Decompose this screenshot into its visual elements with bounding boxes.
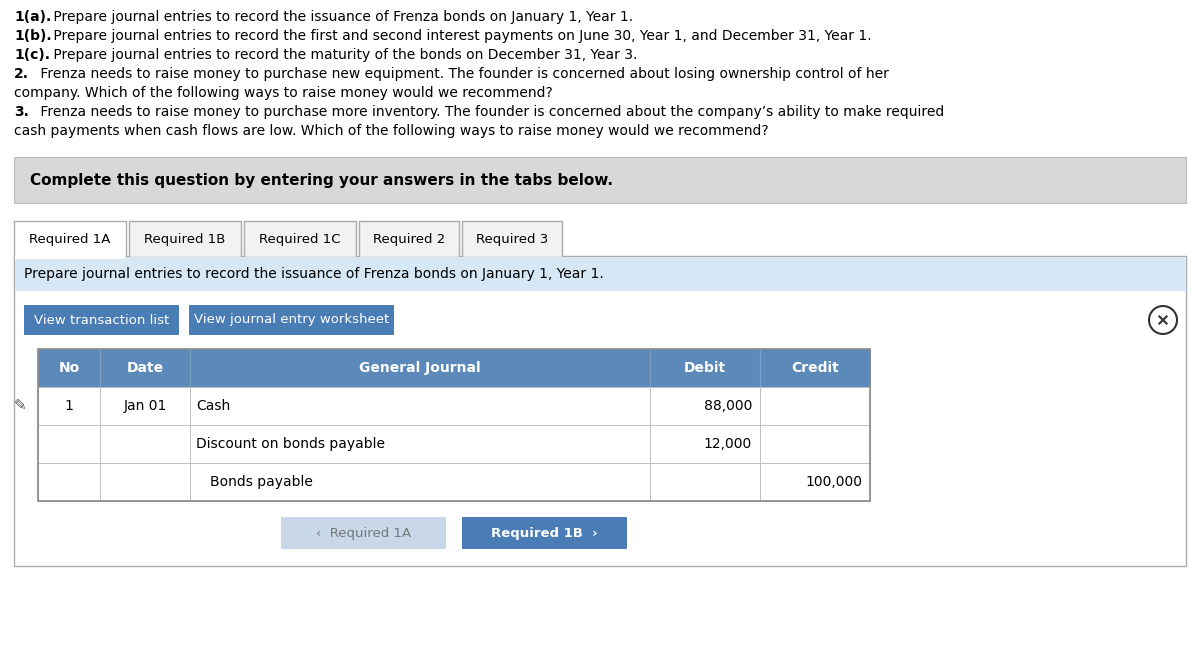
- Text: company. Which of the following ways to raise money would we recommend?: company. Which of the following ways to …: [14, 86, 553, 100]
- Text: ✎: ✎: [13, 399, 26, 413]
- Text: Frenza needs to raise money to purchase new equipment. The founder is concerned : Frenza needs to raise money to purchase …: [36, 67, 889, 81]
- Text: Required 1A: Required 1A: [29, 233, 110, 245]
- Text: Discount on bonds payable: Discount on bonds payable: [196, 437, 385, 451]
- Text: View journal entry worksheet: View journal entry worksheet: [194, 313, 389, 326]
- Bar: [760, 387, 870, 425]
- Bar: [14, 256, 125, 259]
- Bar: [190, 305, 394, 335]
- Text: 12,000: 12,000: [703, 437, 752, 451]
- Text: Required 3: Required 3: [476, 233, 548, 245]
- Bar: [38, 387, 100, 425]
- Bar: [462, 221, 562, 257]
- Text: cash payments when cash flows are low. Which of the following ways to raise mone: cash payments when cash flows are low. W…: [14, 124, 769, 138]
- Bar: [130, 221, 241, 257]
- Bar: [650, 425, 760, 463]
- Text: 1(a).: 1(a).: [14, 10, 52, 24]
- Bar: [281, 517, 446, 549]
- Text: Date: Date: [126, 361, 163, 375]
- Bar: [38, 463, 100, 501]
- Bar: [760, 463, 870, 501]
- Text: Bonds payable: Bonds payable: [210, 475, 313, 489]
- Bar: [650, 463, 760, 501]
- Bar: [760, 425, 870, 463]
- Text: Debit: Debit: [684, 361, 726, 375]
- Bar: [100, 387, 190, 425]
- Text: 3.: 3.: [14, 105, 29, 119]
- Text: Prepare journal entries to record the first and second interest payments on June: Prepare journal entries to record the fi…: [49, 29, 871, 43]
- Text: 1(b).: 1(b).: [14, 29, 52, 43]
- Bar: [14, 157, 1186, 203]
- Bar: [650, 387, 760, 425]
- Bar: [650, 349, 760, 387]
- Text: Cash: Cash: [196, 399, 230, 413]
- Text: General Journal: General Journal: [359, 361, 481, 375]
- Bar: [190, 387, 650, 425]
- Bar: [14, 221, 126, 257]
- Text: 1(c).: 1(c).: [14, 48, 50, 62]
- Bar: [38, 349, 870, 501]
- Bar: [190, 349, 650, 387]
- Bar: [14, 256, 1186, 566]
- Text: Credit: Credit: [791, 361, 839, 375]
- Text: Required 1C: Required 1C: [259, 233, 341, 245]
- Text: Complete this question by entering your answers in the tabs below.: Complete this question by entering your …: [30, 174, 613, 189]
- Text: Prepare journal entries to record the maturity of the bonds on December 31, Year: Prepare journal entries to record the ma…: [49, 48, 637, 62]
- Text: 2.: 2.: [14, 67, 29, 81]
- Circle shape: [1150, 306, 1177, 334]
- Bar: [100, 463, 190, 501]
- Bar: [244, 221, 356, 257]
- Text: 1: 1: [65, 399, 73, 413]
- Text: Required 1B  ›: Required 1B ›: [491, 526, 598, 539]
- Text: 100,000: 100,000: [805, 475, 862, 489]
- Bar: [190, 425, 650, 463]
- Text: Frenza needs to raise money to purchase more inventory. The founder is concerned: Frenza needs to raise money to purchase …: [36, 105, 944, 119]
- Bar: [190, 463, 650, 501]
- Text: No: No: [59, 361, 79, 375]
- Text: Required 2: Required 2: [373, 233, 445, 245]
- Bar: [38, 349, 100, 387]
- Text: Required 1B: Required 1B: [144, 233, 226, 245]
- Bar: [100, 349, 190, 387]
- Text: View transaction list: View transaction list: [34, 313, 169, 326]
- Text: Prepare journal entries to record the issuance of Frenza bonds on January 1, Yea: Prepare journal entries to record the is…: [24, 267, 604, 281]
- Bar: [359, 221, 458, 257]
- Bar: [760, 349, 870, 387]
- Text: 88,000: 88,000: [703, 399, 752, 413]
- Text: Prepare journal entries to record the issuance of Frenza bonds on January 1, Yea: Prepare journal entries to record the is…: [49, 10, 634, 24]
- Bar: [38, 425, 100, 463]
- Text: Jan 01: Jan 01: [124, 399, 167, 413]
- Bar: [24, 305, 179, 335]
- Bar: [100, 425, 190, 463]
- Bar: [14, 257, 1186, 291]
- Text: ‹  Required 1A: ‹ Required 1A: [316, 526, 412, 539]
- Bar: [462, 517, 628, 549]
